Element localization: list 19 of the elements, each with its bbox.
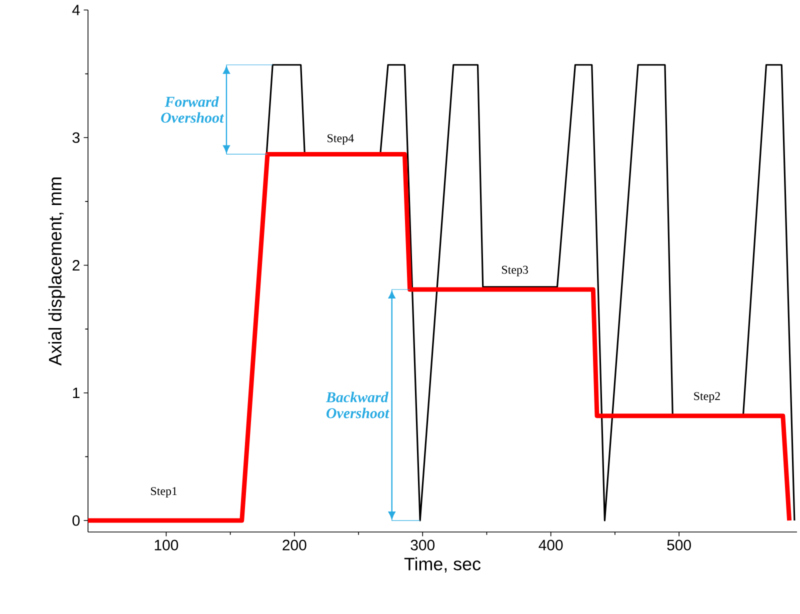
y-tick-label: 0 xyxy=(72,515,80,526)
y-tick-label: 3 xyxy=(72,132,80,143)
annotation: Step4 xyxy=(328,134,354,145)
y-tick-label: 4 xyxy=(72,4,80,16)
x-axis-title: Time, sec xyxy=(404,557,481,572)
x-tick-label: 100 xyxy=(154,540,178,550)
line-series xyxy=(88,152,792,523)
y-tick-label: 1 xyxy=(73,388,80,398)
x-tick-label: 500 xyxy=(667,540,691,550)
x-tick-label: 400 xyxy=(538,540,563,550)
series-label: Backward Overshoot xyxy=(326,392,390,418)
annotation: Step1 xyxy=(151,487,177,498)
y-tick-label: 2 xyxy=(72,260,80,270)
x-tick-label: 300 xyxy=(410,540,434,550)
series-label: Forward Overshoot xyxy=(161,96,224,123)
y-axis-title: Axial displacement, mm xyxy=(48,178,66,366)
annotation: Step2 xyxy=(694,392,720,403)
x-tick-label: 200 xyxy=(282,540,306,550)
annotation: Step3 xyxy=(502,266,528,276)
